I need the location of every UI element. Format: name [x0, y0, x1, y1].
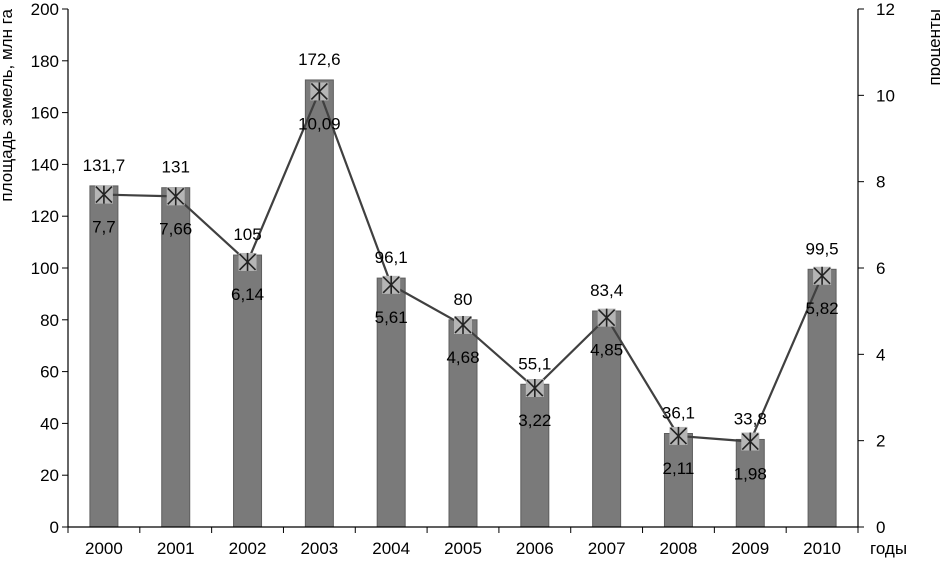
y2-tick-label: 8 [876, 173, 885, 192]
bar-2002 [233, 254, 263, 528]
line-point-2009 [741, 432, 760, 451]
bar-value-label: 96,1 [375, 248, 408, 267]
x-tick-label: 2006 [516, 539, 554, 558]
bar-value-label: 36,1 [662, 404, 695, 423]
bar-value-label: 172,6 [298, 50, 341, 69]
line-point-2007 [597, 308, 616, 327]
line-point-2001 [166, 187, 185, 206]
bar-2003 [304, 79, 334, 528]
line-point-2008 [669, 426, 688, 445]
y-tick-label: 80 [40, 311, 59, 330]
y2-tick-label: 2 [876, 432, 885, 451]
bar-value-label: 80 [454, 290, 473, 309]
line-value-label: 7,7 [92, 218, 116, 237]
y2-tick-label: 4 [876, 345, 885, 364]
bar-value-label: 99,5 [806, 239, 839, 258]
x-tick-label: 2000 [85, 539, 123, 558]
y-tick-label: 20 [40, 466, 59, 485]
bar-value-label: 131 [162, 158, 190, 177]
x-tick-label: 2009 [731, 539, 769, 558]
line-value-label: 4,68 [446, 348, 479, 367]
line-value-label: 4,85 [590, 341, 623, 360]
line-point-2006 [525, 379, 544, 398]
y-axis-title: площадь земель, млн га [0, 8, 16, 201]
y2-axis-title: проценты [925, 9, 940, 86]
x-axis-title: годы [870, 539, 907, 558]
y-tick-label: 60 [40, 363, 59, 382]
line-value-label: 10,09 [298, 114, 341, 133]
line-value-label: 5,82 [806, 299, 839, 318]
bar-2001 [161, 187, 191, 528]
bar-2004 [376, 277, 406, 528]
line-point-2004 [382, 275, 401, 294]
y-tick-label: 0 [50, 518, 59, 537]
y-tick-label: 140 [31, 155, 59, 174]
line-point-2003 [310, 82, 329, 101]
x-tick-label: 2008 [660, 539, 698, 558]
line-value-label: 6,14 [231, 285, 264, 304]
x-tick-label: 2004 [372, 539, 410, 558]
bar-2007 [592, 310, 622, 528]
y-tick-label: 40 [40, 414, 59, 433]
y2-tick-label: 0 [876, 518, 885, 537]
line-value-label: 3,22 [518, 411, 551, 430]
x-tick-label: 2003 [300, 539, 338, 558]
x-tick-label: 2005 [444, 539, 482, 558]
bar-value-label: 131,7 [83, 156, 126, 175]
y-tick-label: 120 [31, 207, 59, 226]
y2-tick-label: 12 [876, 0, 895, 19]
line-point-2000 [94, 185, 113, 204]
line-value-label: 2,11 [663, 459, 695, 478]
bar-value-label: 105 [233, 225, 261, 244]
line-value-label: 5,61 [375, 308, 408, 327]
bar-value-label: 55,1 [518, 354, 551, 373]
bar-value-label: 33,8 [734, 409, 767, 428]
x-tick-label: 2010 [803, 539, 841, 558]
line-point-2010 [813, 266, 832, 285]
y2-tick-label: 10 [876, 86, 895, 105]
y-tick-label: 100 [31, 259, 59, 278]
x-tick-label: 2001 [157, 539, 195, 558]
line-point-2005 [454, 315, 472, 334]
line-value-label: 7,66 [159, 219, 192, 238]
bar-2006 [520, 383, 550, 528]
y2-tick-label: 6 [876, 259, 885, 278]
x-tick-label: 2002 [229, 539, 267, 558]
bar-2008 [663, 433, 693, 528]
bar-2000 [89, 185, 119, 528]
y-tick-label: 180 [31, 52, 59, 71]
x-tick-label: 2007 [588, 539, 626, 558]
y-tick-label: 200 [31, 0, 59, 19]
line-value-label: 1,98 [734, 465, 767, 484]
bar-value-label: 83,4 [590, 281, 623, 300]
line-point-2002 [238, 252, 257, 271]
bar-2010 [807, 268, 837, 528]
y-tick-label: 160 [31, 104, 59, 123]
